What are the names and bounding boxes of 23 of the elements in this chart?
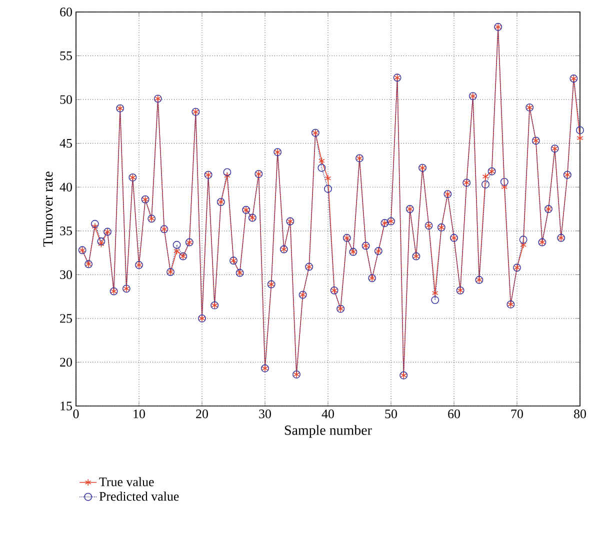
x-tick-label: 50 [385,410,397,418]
y-tick-label: 30 [60,270,72,280]
legend-label: Predicted value [99,492,179,501]
x-axis-title: Sample number [284,425,372,438]
y-tick-label: 55 [60,51,72,60]
y-tick-label: 20 [60,358,72,367]
x-tick-label: 60 [448,410,460,418]
x-tick-label: 30 [259,410,271,418]
x-tick-label: 40 [322,410,334,418]
x-tick-label: 0 [73,410,79,418]
y-tick-label: 60 [60,8,72,16]
y-tick-label: 45 [60,139,72,148]
legend-label: True value [99,477,154,486]
y-tick-label: 25 [60,314,72,323]
y-tick-label: 40 [60,182,72,192]
y-tick-label: 35 [60,226,72,236]
y-tick-label: 15 [60,402,72,410]
y-tick-label: 50 [60,95,72,104]
x-tick-label: 80 [574,410,586,418]
x-tick-label: 20 [196,410,208,418]
x-tick-label: 70 [511,410,523,418]
x-tick-label: 10 [134,410,145,418]
y-axis-title: Turnover rate [43,172,53,247]
